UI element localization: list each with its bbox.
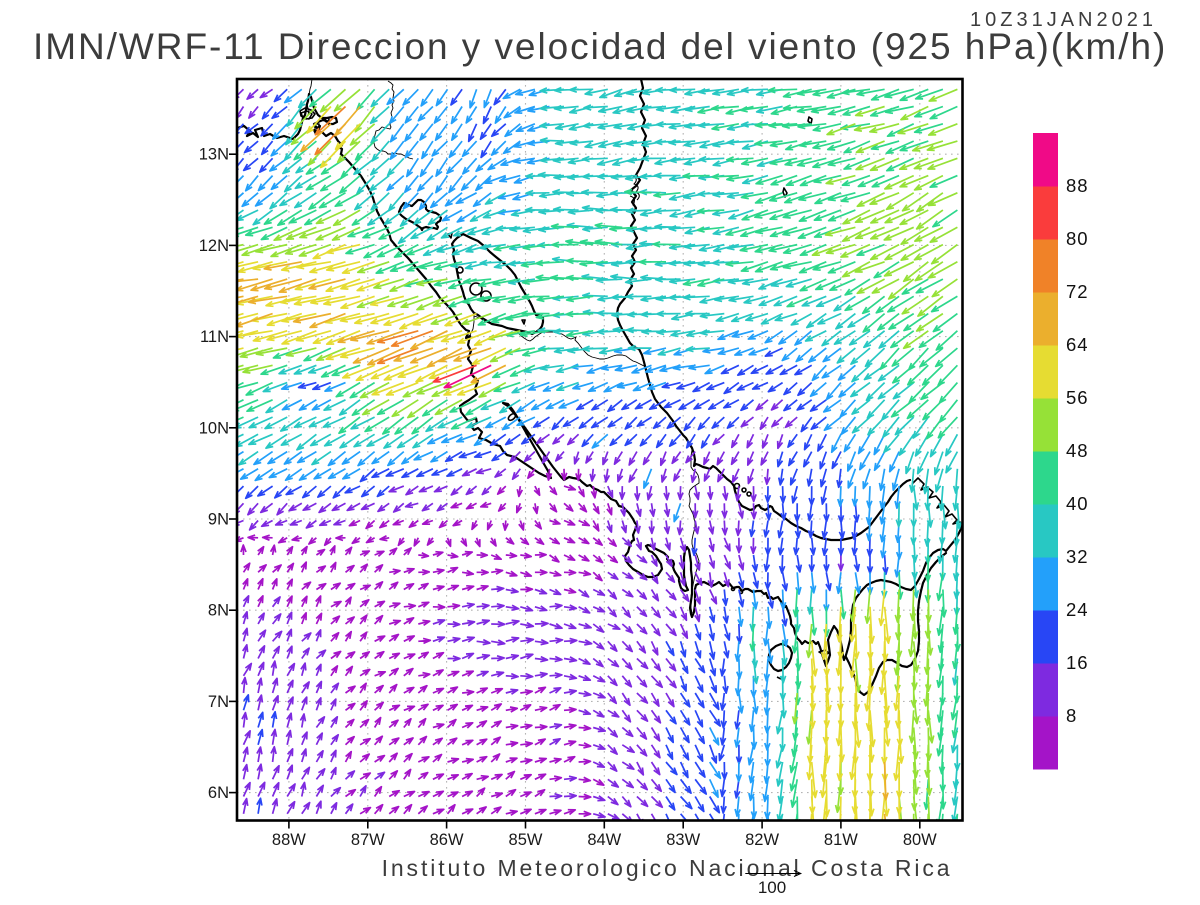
svg-text:86W: 86W xyxy=(430,831,464,849)
svg-text:16: 16 xyxy=(1066,652,1089,673)
svg-text:32: 32 xyxy=(1066,546,1089,567)
svg-text:85W: 85W xyxy=(509,831,543,849)
svg-text:82W: 82W xyxy=(745,831,779,849)
svg-text:80W: 80W xyxy=(903,831,937,849)
svg-text:88W: 88W xyxy=(272,831,306,849)
svg-text:9N: 9N xyxy=(208,511,229,529)
svg-text:81W: 81W xyxy=(824,831,858,849)
svg-text:24: 24 xyxy=(1066,599,1089,620)
svg-text:11N: 11N xyxy=(200,328,229,346)
svg-text:IMN/WRF-11 Direccion y velocid: IMN/WRF-11 Direccion y velocidad del vie… xyxy=(33,26,1167,67)
svg-text:40: 40 xyxy=(1066,493,1089,514)
svg-text:87W: 87W xyxy=(351,831,385,849)
svg-text:13N: 13N xyxy=(199,146,229,164)
svg-text:56: 56 xyxy=(1066,387,1089,408)
svg-text:7N: 7N xyxy=(208,693,229,711)
svg-text:48: 48 xyxy=(1066,440,1089,461)
svg-text:83W: 83W xyxy=(666,831,700,849)
svg-text:12N: 12N xyxy=(199,237,229,255)
svg-text:80: 80 xyxy=(1066,228,1089,249)
svg-text:72: 72 xyxy=(1066,281,1089,302)
svg-text:10Z31JAN2021: 10Z31JAN2021 xyxy=(970,9,1157,31)
svg-text:88: 88 xyxy=(1066,175,1089,196)
svg-text:8N: 8N xyxy=(208,602,229,620)
svg-text:84W: 84W xyxy=(587,831,621,849)
svg-text:64: 64 xyxy=(1066,334,1089,355)
svg-text:Instituto Meteorologico Nacion: Instituto Meteorologico Nacional Costa R… xyxy=(382,855,953,881)
svg-text:8: 8 xyxy=(1066,705,1077,726)
svg-text:6N: 6N xyxy=(208,784,229,802)
svg-text:100: 100 xyxy=(758,878,786,897)
svg-text:10N: 10N xyxy=(199,419,229,437)
